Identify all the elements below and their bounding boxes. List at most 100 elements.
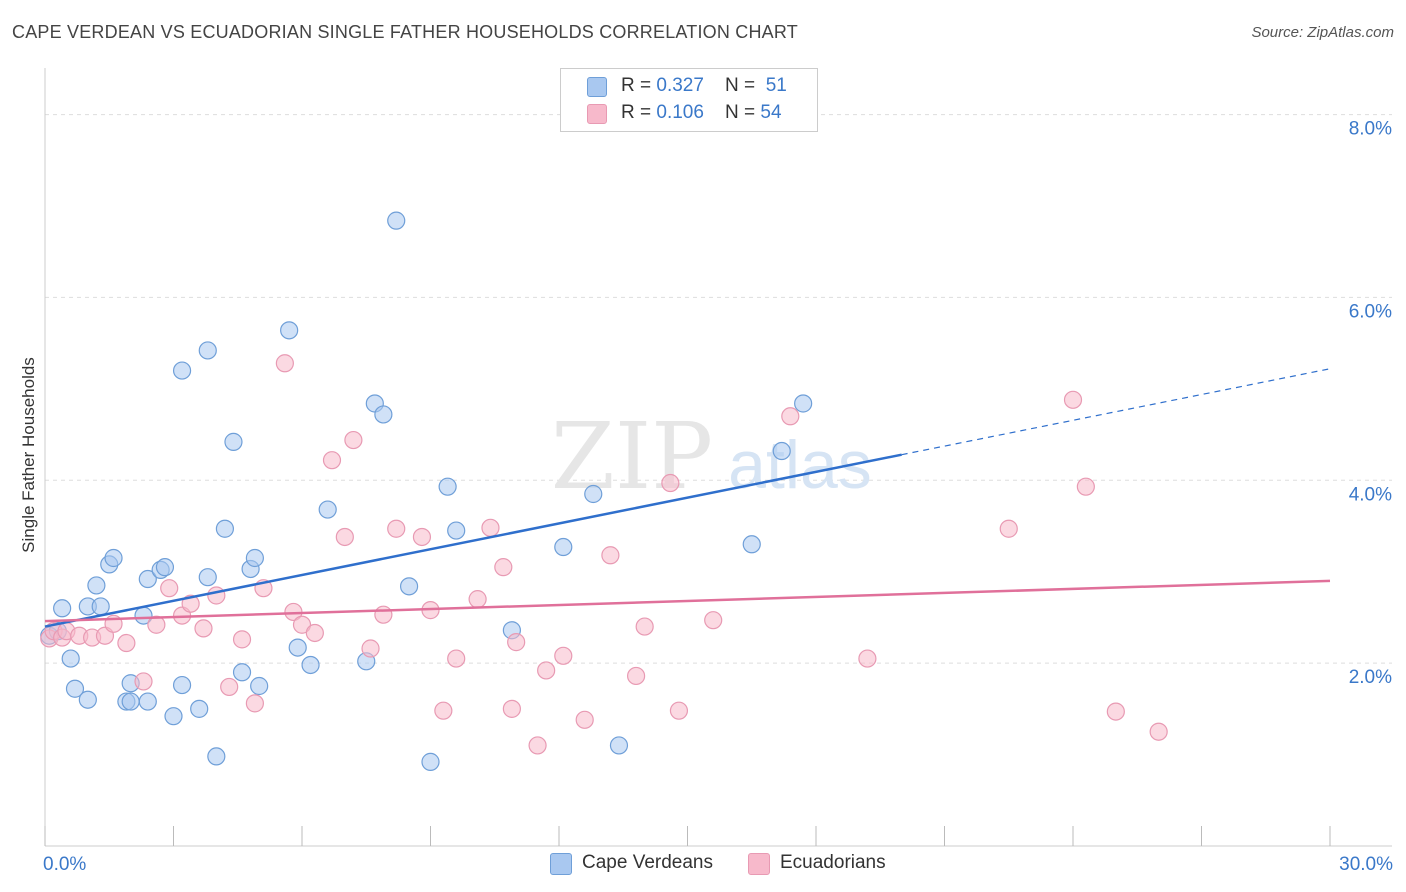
ecuadorian-point: [1063, 390, 1083, 409]
cape-verdean-point: [318, 500, 337, 519]
legend-n-value: 54: [760, 102, 782, 123]
ecuadorian-point: [1149, 722, 1168, 741]
ecuadorian-point: [502, 699, 521, 718]
cape-verdean-point: [104, 548, 123, 568]
cape-verdean-point: [207, 747, 226, 766]
ecuadorian-point: [245, 694, 264, 713]
cape-verdean-point: [609, 736, 629, 755]
cape-verdean-point: [121, 692, 140, 711]
ecuadorian-point: [344, 430, 363, 450]
ecuadorian-point: [601, 546, 620, 565]
ecuadorian-point: [434, 701, 453, 720]
ecuadorian-point: [999, 519, 1018, 538]
legend-n-label: N =: [725, 75, 761, 96]
ecuadorian-point: [528, 736, 547, 755]
ecuadorian-point: [704, 611, 723, 630]
cape-verdean-point: [78, 690, 97, 709]
ecuadorian-point: [494, 558, 513, 577]
ecuadorian-point: [669, 701, 689, 720]
ecuadorian-trend-line: [44, 579, 1331, 623]
cape-verdean-point: [53, 599, 72, 618]
legend-r-label: R =: [621, 102, 657, 123]
ecuadorian-point: [134, 672, 153, 691]
y-axis-label: Single Father Households: [19, 357, 38, 553]
legend-n-label: N =: [725, 102, 761, 123]
y-tick-label: 8.0%: [1349, 119, 1392, 140]
legend-r-label: R =: [621, 75, 657, 96]
cape-verdean-point: [198, 341, 217, 360]
watermark: ZIP atlas: [551, 403, 872, 510]
ecuadorian-point: [305, 623, 324, 643]
cape-verdean-point: [232, 663, 252, 682]
source-label: Source: ZipAtlas.com: [1251, 24, 1394, 41]
ecuadorian-point: [232, 630, 252, 649]
ecuadorian-point: [322, 451, 342, 470]
cape-verdean-point: [245, 548, 264, 568]
x-tick-label: 0.0%: [43, 854, 86, 875]
trend-lines: [44, 368, 1331, 628]
cape-verdean-point: [387, 211, 406, 230]
cape-verdean-point: [138, 569, 157, 589]
cape-verdean-point: [794, 394, 813, 413]
y-tick-label: 4.0%: [1349, 484, 1392, 505]
cape-verdean-point: [742, 535, 761, 554]
cape-verdean-point: [399, 577, 419, 596]
tick-labels: 2.0% 4.0% 6.0% 8.0% 0.0% 30.0%: [43, 119, 1393, 875]
cape-verdean-point: [91, 597, 110, 616]
chart-title: CAPE VERDEAN VS ECUADORIAN SINGLE FATHER…: [12, 22, 798, 42]
ecuadorian-point: [412, 527, 432, 547]
cape-verdean-point: [190, 699, 209, 718]
cape-verdean-point: [584, 484, 603, 504]
ecuadorian-point: [1076, 477, 1095, 496]
bottom-legend-label: Cape Verdeans: [582, 852, 713, 873]
ecuadorian-point: [858, 649, 877, 668]
ecuadorian-point: [117, 633, 136, 653]
cape-verdean-point: [65, 679, 85, 698]
ecuadorian-point: [626, 666, 646, 686]
cape-verdean-trend-line-extension: [901, 368, 1331, 456]
cape-verdean-point: [421, 752, 440, 771]
bottom-legend-swatch-ecuadorians: [748, 853, 770, 875]
cape-verdean-point: [288, 638, 307, 657]
ecuadorian-point: [554, 646, 573, 665]
y-axis-label-wrap: Single Father Households: [14, 340, 44, 570]
cape-verdean-point: [280, 321, 299, 340]
legend-r-value: 0.327: [656, 75, 704, 96]
cape-verdean-trend-line: [44, 453, 902, 628]
bottom-legend-swatch-cape-verdeans: [550, 853, 572, 875]
cape-verdean-point: [155, 558, 175, 577]
ecuadorian-point: [537, 661, 556, 680]
legend-swatch-cape-verdeans: [587, 77, 607, 97]
ecuadorian-point: [507, 633, 526, 652]
ecuadorian-point: [661, 473, 680, 493]
cape-verdean-point: [250, 676, 269, 696]
cape-verdean-point: [374, 405, 393, 424]
ecuadorian-point: [207, 586, 226, 605]
cape-verdean-point: [198, 568, 217, 587]
x-tick-label: 30.0%: [1339, 854, 1393, 875]
legend-n-value: 51: [765, 75, 787, 96]
cape-verdean-point: [447, 521, 466, 540]
ecuadorian-point: [147, 615, 166, 634]
y-tick-label: 2.0%: [1349, 667, 1392, 688]
ecuadorian-point: [194, 619, 213, 638]
cape-verdean-point: [138, 692, 157, 711]
ecuadorian-point: [468, 590, 487, 609]
ecuadorian-point: [387, 519, 406, 538]
correlation-legend: R = 0.327 N = 51 R = 0.106 N = 54: [560, 68, 818, 132]
ecuadorian-point: [361, 639, 380, 658]
ecuadorian-point: [275, 354, 294, 373]
ecuadorian-point: [447, 649, 466, 668]
ecuadorian-point: [781, 407, 800, 426]
y-tick-label: 6.0%: [1349, 301, 1392, 322]
cape-verdean-point: [301, 655, 320, 675]
cape-verdean-point: [215, 519, 234, 538]
bottom-legend-label: Ecuadorians: [780, 852, 886, 873]
legend-r-value: 0.106: [656, 102, 704, 123]
ecuadorian-point: [481, 518, 500, 537]
cape-verdean-point: [172, 361, 192, 380]
cape-verdean-point: [87, 576, 106, 595]
grid-lines: [45, 114, 1392, 664]
cape-verdean-point: [438, 477, 457, 496]
